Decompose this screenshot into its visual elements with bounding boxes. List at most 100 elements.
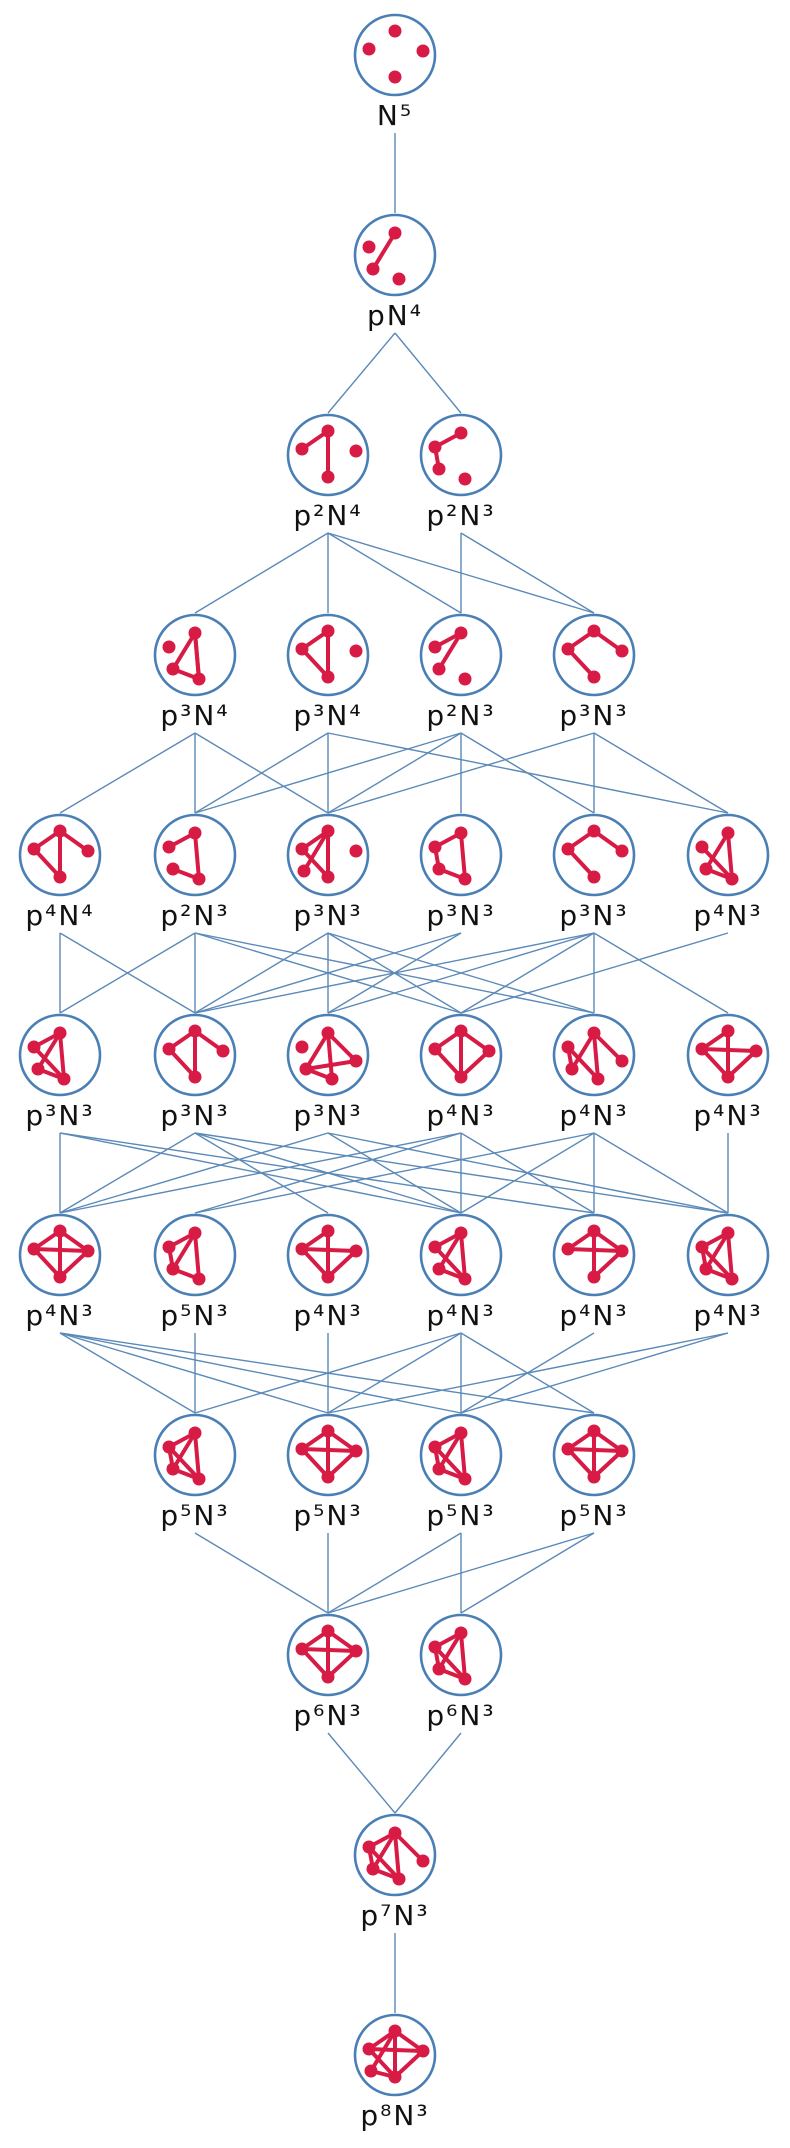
graph-vertex	[162, 640, 176, 654]
graph-vertex	[388, 24, 402, 38]
hasse-link	[194, 532, 329, 614]
graph-vertex	[416, 44, 430, 58]
hasse-link	[593, 1132, 729, 1214]
graph-node: p³N⁴	[153, 613, 237, 732]
graph-edge	[32, 1045, 66, 1081]
hasse-link	[593, 932, 729, 1014]
graph-edge	[700, 1047, 758, 1053]
graph-node: p³N³	[18, 1013, 102, 1132]
hasse-link	[59, 932, 196, 1014]
graph-node: p²N⁴	[286, 413, 370, 532]
node-circle	[353, 13, 437, 97]
graph-node: N⁵	[353, 13, 437, 132]
graph-edge	[393, 1831, 401, 1881]
graph-vertex	[721, 1226, 735, 1240]
graph-vertex	[349, 844, 363, 858]
graph-edge	[592, 1031, 600, 1081]
graph-node: p²N³	[153, 813, 237, 932]
graph-edge	[193, 631, 201, 681]
graph-edge	[437, 631, 463, 671]
node-label: p⁵N³	[426, 1499, 495, 1532]
graph-vertex	[454, 626, 468, 640]
graph-vertex	[366, 1862, 380, 1876]
hasse-link	[59, 1132, 462, 1214]
graph-edge	[459, 1231, 467, 1281]
graph-vertex	[587, 1270, 601, 1284]
graph-edge	[592, 1031, 624, 1063]
graph-node: p³N³	[153, 1013, 237, 1132]
graph-edge	[300, 1447, 358, 1453]
graph-node: p⁶N³	[286, 1613, 370, 1732]
graph-edge	[171, 1231, 197, 1271]
graph-vertex	[458, 1472, 472, 1486]
graph-vertex	[295, 1242, 309, 1256]
graph-edge	[700, 1245, 734, 1281]
hasse-link	[194, 1532, 329, 1614]
graph-vertex	[699, 1262, 713, 1276]
hasse-link	[460, 932, 729, 1014]
graph-vertex	[615, 644, 629, 658]
graph-vertex	[454, 826, 468, 840]
graph-node: p³N³	[552, 613, 636, 732]
graph-vertex	[349, 444, 363, 458]
graph-edge	[300, 1647, 358, 1653]
graph-vertex	[162, 1440, 176, 1454]
hasse-link	[59, 1332, 462, 1414]
graph-vertex	[454, 1070, 468, 1084]
graph-vertex	[565, 1062, 579, 1076]
node-label: p⁴N³	[693, 899, 762, 932]
graph-node: p⁴N³	[552, 1013, 636, 1132]
node-label: p⁶N³	[293, 1699, 362, 1732]
graph-node: p⁵N³	[286, 1413, 370, 1532]
graph-vertex	[53, 870, 67, 884]
graph-vertex	[587, 870, 601, 884]
graph-edge	[369, 2029, 397, 2073]
graph-vertex	[295, 1040, 309, 1054]
graph-vertex	[362, 1840, 376, 1854]
hasse-link	[59, 1332, 329, 1414]
graph-vertex	[364, 2064, 378, 2078]
graph-vertex	[321, 424, 335, 438]
graph-node: p³N³	[286, 813, 370, 932]
diagram-nodes: N⁵ pN⁴ p²N⁴ p²N³ p³N⁴ p³N⁴ p²N³ p³N³ p⁴N⁴ p²N³ p³N…	[18, 13, 770, 2132]
node-circle	[552, 613, 636, 697]
graph-vertex	[458, 872, 472, 886]
node-label: p²N³	[160, 899, 229, 932]
graph-vertex	[482, 1044, 496, 1058]
node-label: p³N⁴	[160, 699, 229, 732]
graph-vertex	[321, 1270, 335, 1284]
graph-vertex	[349, 644, 363, 658]
graph-edge	[367, 1845, 401, 1881]
hasse-link	[194, 732, 329, 814]
node-label: p⁴N³	[693, 1299, 762, 1332]
graph-edge	[566, 1247, 624, 1253]
graph-vertex	[321, 870, 335, 884]
node-label: p³N³	[25, 1099, 94, 1132]
graph-edge	[171, 1431, 197, 1471]
graph-vertex	[587, 1224, 601, 1238]
graph-vertex	[454, 1226, 468, 1240]
graph-edge	[193, 831, 201, 881]
graph-edge	[433, 1445, 467, 1481]
graph-vertex	[321, 670, 335, 684]
hasse-link	[394, 332, 462, 414]
graph-edge	[437, 1231, 463, 1271]
hasse-link	[327, 1732, 396, 1814]
graph-node: p²N³	[419, 613, 503, 732]
graph-vertex	[428, 1240, 442, 1254]
graph-vertex	[321, 1624, 335, 1638]
graph-vertex	[458, 1272, 472, 1286]
graph-vertex	[458, 472, 472, 486]
graph-vertex	[81, 844, 95, 858]
graph-vertex	[416, 2044, 430, 2058]
graph-vertex	[188, 1426, 202, 1440]
node-label: p²N⁴	[293, 499, 362, 532]
graph-node: p⁴N³	[286, 1213, 370, 1332]
graph-vertex	[366, 262, 380, 276]
graph-vertex	[432, 462, 446, 476]
graph-node: p⁴N⁴	[18, 813, 102, 932]
node-label: p⁵N³	[293, 1499, 362, 1532]
graph-edge	[371, 1831, 397, 1871]
graph-node: p⁷N³	[353, 1813, 437, 1932]
graph-vertex	[587, 824, 601, 838]
